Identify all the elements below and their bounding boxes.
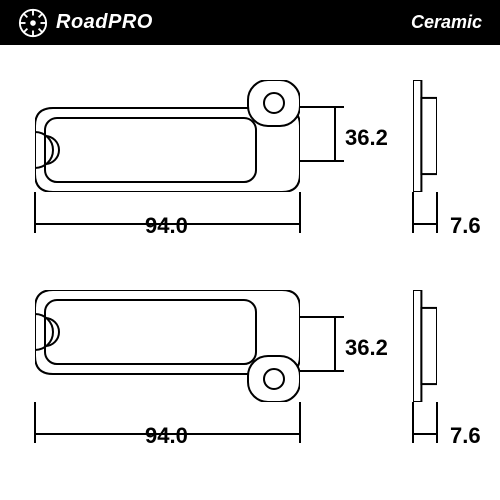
extension-line xyxy=(436,192,438,223)
dim-line xyxy=(334,107,336,161)
extension-line xyxy=(412,402,414,433)
dimension-width: 94.0 xyxy=(145,423,188,449)
dim-line xyxy=(334,317,336,371)
dim-line xyxy=(413,433,437,435)
product-type-label: Ceramic xyxy=(411,12,482,33)
dimension-height: 36.2 xyxy=(345,335,388,361)
extension-line xyxy=(436,402,438,433)
extension-line xyxy=(300,160,334,162)
brake-pad-side xyxy=(413,290,437,407)
extension-line xyxy=(34,402,36,433)
extension-line xyxy=(300,370,334,372)
dimension-thickness: 7.6 xyxy=(450,213,481,239)
brake-pad-side xyxy=(413,80,437,197)
brake-pad-face xyxy=(35,80,300,197)
diagram-canvas: 36.2 94.0 7.6 36.2 94.0 7.6 xyxy=(0,45,500,500)
brand-group: RoadPRO xyxy=(18,8,153,38)
extension-line xyxy=(300,316,334,318)
dimension-width: 94.0 xyxy=(145,213,188,239)
extension-line xyxy=(34,192,36,223)
extension-line xyxy=(300,106,334,108)
brake-pad-face xyxy=(35,290,300,407)
dimension-height: 36.2 xyxy=(345,125,388,151)
brand-logo-icon xyxy=(18,8,48,38)
header-bar: RoadPRO Ceramic xyxy=(0,0,500,45)
extension-line xyxy=(299,192,301,223)
brand-name: RoadPRO xyxy=(56,11,153,34)
extension-line xyxy=(299,402,301,433)
dim-line xyxy=(413,223,437,225)
extension-line xyxy=(412,192,414,223)
dimension-thickness: 7.6 xyxy=(450,423,481,449)
